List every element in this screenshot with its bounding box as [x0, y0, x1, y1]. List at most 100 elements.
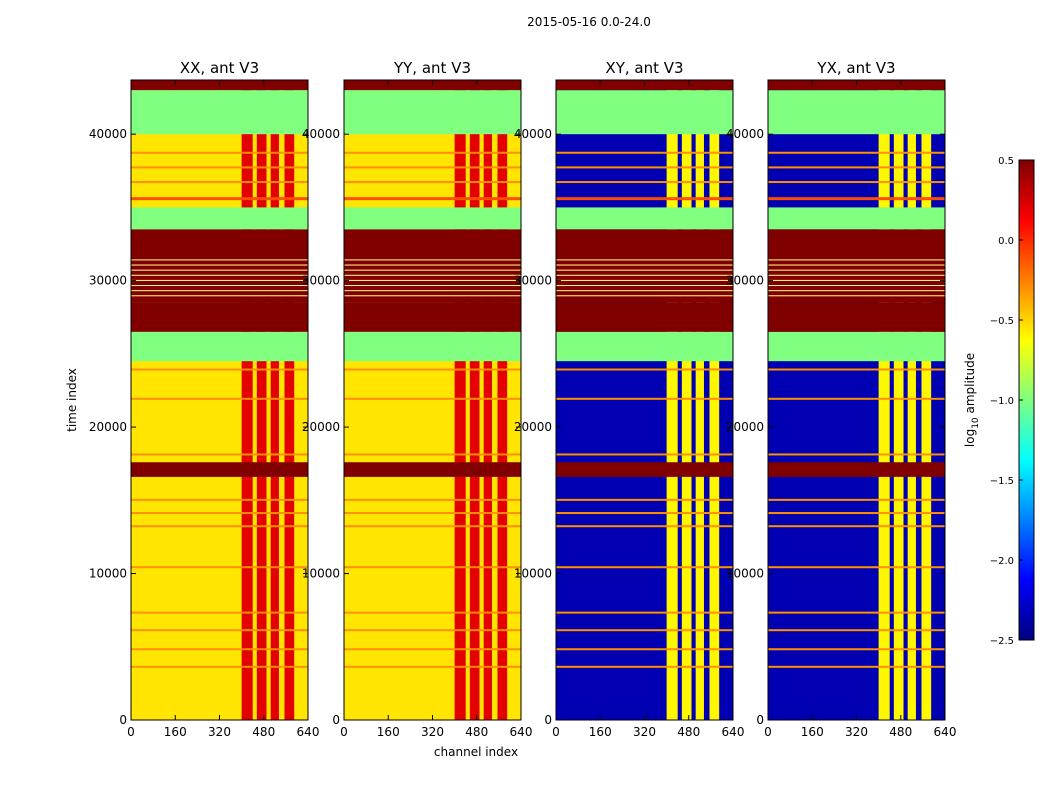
time-band [131, 90, 308, 135]
rfi-column [907, 80, 916, 720]
time-band [556, 80, 733, 91]
rfi-column [681, 80, 692, 720]
flag-line [556, 397, 733, 400]
time-band [556, 462, 733, 477]
y-tick-label: 20000 [89, 420, 127, 434]
flag-line [556, 566, 733, 569]
colorbar-tick-label: −0.5 [990, 316, 1014, 327]
time-band [556, 229, 733, 303]
time-band [344, 207, 521, 230]
flag-line [768, 259, 945, 261]
time-band [344, 302, 521, 332]
flag-line [131, 166, 308, 169]
flag-line [131, 285, 308, 287]
flag-line [556, 665, 733, 668]
time-band [768, 80, 945, 91]
flag-line [131, 269, 308, 271]
flag-line [556, 648, 733, 651]
flag-line [556, 166, 733, 169]
flag-line [556, 512, 733, 515]
flag-line [131, 290, 308, 292]
y-tick-label: 40000 [726, 127, 764, 141]
flag-line [556, 151, 733, 154]
colorbar-tick-label: −1.5 [990, 476, 1014, 487]
flag-line [344, 279, 521, 281]
time-band [131, 207, 308, 230]
y-tick-label: 0 [332, 713, 340, 727]
flag-line [768, 498, 945, 501]
heatmap-field [131, 80, 308, 720]
flag-line [344, 498, 521, 501]
flag-line [556, 453, 733, 456]
flag-line [768, 665, 945, 668]
flag-line [131, 665, 308, 668]
y-tick-label: 20000 [726, 420, 764, 434]
x-tick-label: 160 [801, 725, 824, 739]
time-band [344, 80, 521, 91]
x-tick-label: 320 [845, 725, 868, 739]
flag-line [131, 151, 308, 154]
flag-line [131, 368, 308, 371]
x-tick-label: 480 [677, 725, 700, 739]
y-tick-label: 0 [544, 713, 552, 727]
flag-line [131, 566, 308, 569]
flag-line [768, 368, 945, 371]
time-band [131, 302, 308, 332]
flag-line [768, 285, 945, 287]
y-tick-label: 40000 [514, 127, 552, 141]
flag-line [131, 648, 308, 651]
y-tick-label: 10000 [514, 567, 552, 581]
flag-line [344, 290, 521, 292]
flag-line [556, 629, 733, 632]
flag-line [768, 611, 945, 614]
y-tick-label: 30000 [302, 274, 340, 288]
flag-line [131, 629, 308, 632]
flag-line [768, 151, 945, 154]
flag-line [131, 397, 308, 400]
x-tick-label: 480 [252, 725, 275, 739]
rfi-column [878, 80, 890, 720]
x-tick-label: 160 [589, 725, 612, 739]
flag-line [131, 525, 308, 528]
heatmap-field [556, 80, 733, 720]
y-tick-label: 0 [756, 713, 764, 727]
flag-line [344, 166, 521, 169]
flag-line [768, 295, 945, 297]
time-band [556, 207, 733, 230]
panel-2: XY, ant V3 0 160 320 480 640 0 10000 20000 30000 4… [514, 59, 745, 739]
flag-line [556, 368, 733, 371]
flag-line [768, 525, 945, 528]
flag-line [768, 264, 945, 266]
x-tick-label: 480 [465, 725, 488, 739]
flag-line [768, 166, 945, 169]
flag-line [768, 181, 945, 184]
y-tick-label: 30000 [514, 274, 552, 288]
time-band [768, 229, 945, 303]
flag-line [556, 611, 733, 614]
rfi-column [270, 80, 279, 720]
flag-line [131, 498, 308, 501]
x-tick-label: 0 [340, 725, 348, 739]
colorbar: 0.5 0.0 −0.5 −1.0 −1.5 −2.0 −2.5 log10 amplitu… [963, 156, 1035, 647]
flag-line [131, 181, 308, 184]
panel-1: YY, ant V3 0 160 320 480 640 0 10000 20000 30000 4… [302, 59, 533, 739]
flag-line [344, 295, 521, 297]
flag-line [344, 453, 521, 456]
y-tick-label: 10000 [302, 567, 340, 581]
y-axis-label: time index [65, 368, 79, 432]
rfi-column [921, 80, 932, 720]
x-tick-label: 320 [633, 725, 656, 739]
time-band [768, 207, 945, 230]
panel-0: XX, ant V3 0 160 320 480 640 0 10000 20000 30000 4… [89, 59, 320, 739]
heatmap-field [768, 80, 945, 720]
flag-line [556, 269, 733, 271]
rfi-column [241, 80, 253, 720]
rfi-column [454, 80, 466, 720]
flag-line [768, 512, 945, 515]
flag-line [131, 197, 308, 201]
rfi-column [469, 80, 480, 720]
flag-line [344, 269, 521, 271]
flag-line [768, 648, 945, 651]
y-tick-label: 40000 [89, 127, 127, 141]
flag-line [768, 279, 945, 281]
